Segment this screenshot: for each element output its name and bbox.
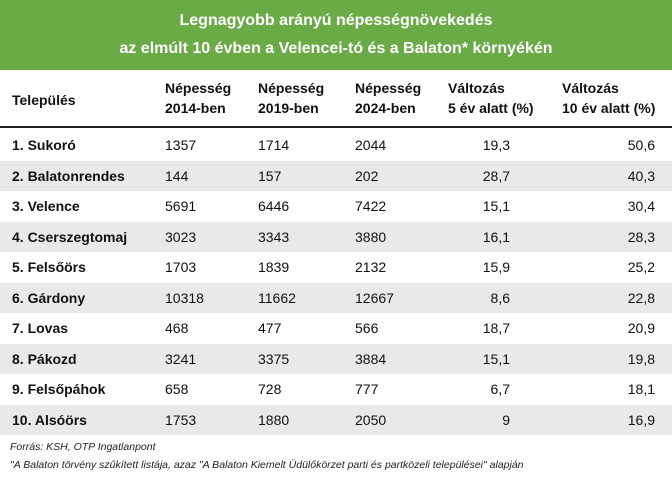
cell-value: 50,6 <box>627 137 655 153</box>
row-label: 9. Felsőpáhok <box>12 381 106 397</box>
row-label: 6. Gárdony <box>12 289 86 306</box>
cell-value: 3343 <box>258 228 290 245</box>
cell-value: 19,8 <box>627 350 655 367</box>
column-header: 2024-ben <box>355 100 416 116</box>
column-header: Népesség <box>165 80 232 96</box>
cell-value: 30,4 <box>627 198 655 214</box>
column-header: Település <box>12 92 76 108</box>
cell-value: 20,9 <box>627 320 655 336</box>
cell-value: 157 <box>258 167 282 184</box>
cell-value: 18,1 <box>627 381 655 397</box>
cell-value: 1703 <box>165 259 197 275</box>
cell-value: 477 <box>258 320 282 336</box>
cell-value: 3880 <box>355 228 387 245</box>
cell-value: 15,9 <box>482 259 510 275</box>
cell-value: 468 <box>165 320 189 336</box>
row-label: 1. Sukoró <box>12 137 76 153</box>
cell-value: 2132 <box>355 259 387 275</box>
column-header: Változás <box>448 80 505 96</box>
column-header: 5 év alatt (%) <box>448 100 534 116</box>
row-label: 8. Pákozd <box>12 350 77 367</box>
cell-value: 28,3 <box>627 228 655 245</box>
cell-value: 40,3 <box>627 167 655 184</box>
cell-value: 22,8 <box>627 289 655 306</box>
cell-value: 7422 <box>355 198 387 214</box>
cell-value: 19,3 <box>482 137 510 153</box>
cell-value: 2050 <box>355 411 387 428</box>
title-line: az elmúlt 10 évben a Velencei-tó és a Ba… <box>119 40 553 57</box>
cell-value: 15,1 <box>482 350 510 367</box>
cell-value: 28,7 <box>482 167 510 184</box>
cell-value: 1753 <box>165 411 197 428</box>
column-header: 2014-ben <box>165 100 226 116</box>
cell-value: 25,2 <box>627 259 655 275</box>
cell-value: 18,7 <box>482 320 510 336</box>
cell-value: 658 <box>165 381 189 397</box>
column-header: 2019-ben <box>258 100 319 116</box>
row-stripe <box>0 221 672 252</box>
cell-value: 3023 <box>165 228 197 245</box>
column-header: Népesség <box>258 80 325 96</box>
footnote: Forrás: KSH, OTP Ingatlanpont <box>10 441 156 453</box>
cell-value: 777 <box>355 381 379 397</box>
title-bar <box>0 0 672 70</box>
row-label: 10. Alsóörs <box>12 411 87 428</box>
cell-value: 566 <box>355 320 379 336</box>
row-label: 7. Lovas <box>12 320 69 336</box>
cell-value: 144 <box>165 167 189 184</box>
row-label: 3. Velence <box>12 198 80 214</box>
cell-value: 1880 <box>258 411 290 428</box>
cell-value: 1357 <box>165 137 197 153</box>
cell-value: 3241 <box>165 350 197 367</box>
cell-value: 202 <box>355 167 379 184</box>
cell-value: 15,1 <box>482 198 510 214</box>
row-stripe <box>0 404 672 435</box>
cell-value: 1714 <box>258 137 290 153</box>
cell-value: 10318 <box>165 289 204 306</box>
row-stripe <box>0 343 672 374</box>
cell-value: 1839 <box>258 259 290 275</box>
cell-value: 2044 <box>355 137 387 153</box>
cell-value: 5691 <box>165 198 197 214</box>
column-header: 10 év alatt (%) <box>562 100 656 116</box>
cell-value: 8,6 <box>490 289 510 306</box>
row-stripe <box>0 282 672 313</box>
cell-value: 3375 <box>258 350 290 367</box>
row-stripe <box>0 160 672 191</box>
row-label: 2. Balatonrendes <box>12 167 125 184</box>
row-label: 4. Cserszegtomaj <box>12 228 128 245</box>
cell-value: 11662 <box>258 289 296 306</box>
footnote: "A Balaton törvény szűkített listája, az… <box>10 459 524 471</box>
cell-value: 9 <box>502 411 510 428</box>
title-line: Legnagyobb arányú népességnövekedés <box>179 12 493 29</box>
cell-value: 16,1 <box>482 228 510 245</box>
header-divider <box>0 126 672 128</box>
row-label: 5. Felsőörs <box>12 259 86 275</box>
cell-value: 728 <box>258 381 282 397</box>
cell-value: 16,9 <box>627 411 655 428</box>
cell-value: 3884 <box>355 350 387 367</box>
cell-value: 12667 <box>355 289 394 306</box>
cell-value: 6446 <box>258 198 290 214</box>
column-header: Változás <box>562 80 619 96</box>
column-header: Népesség <box>355 80 422 96</box>
cell-value: 6,7 <box>490 381 510 397</box>
